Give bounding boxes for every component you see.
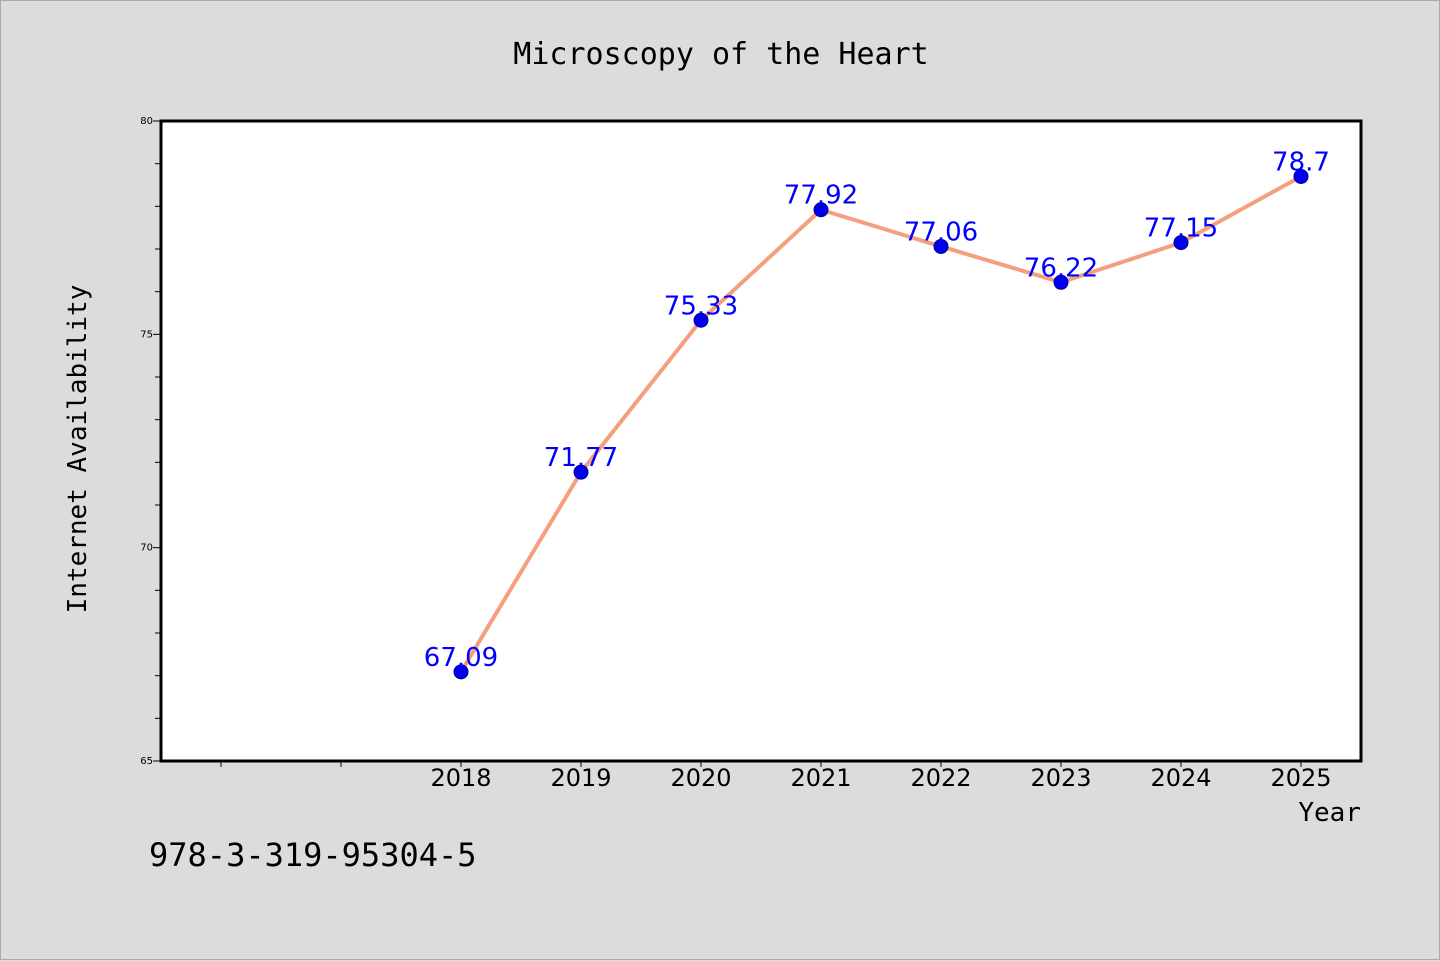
data-label: 77.15 [1144,214,1218,244]
x-tick-label: 2021 [790,764,851,792]
data-label: 77.06 [904,217,978,247]
x-tick-label: 2020 [670,764,731,792]
x-tick-label: 2025 [1270,764,1331,792]
footer-text: 978-3-319-95304-5 [149,836,477,874]
series-layer: 67.09 71.77 75.33 77.92 77.06 76.22 77.15 78.7 [424,147,1330,680]
x-axis: 2018 2019 2020 2021 2022 2023 2024 2025 [220,761,1332,792]
x-tick-label: 2022 [910,764,971,792]
data-point [573,464,589,480]
data-point [1173,235,1189,251]
data-label: 77.92 [784,181,858,211]
data-label: 71.77 [544,443,618,473]
plot-area [159,119,1363,763]
y-tick-label: 80 [140,116,153,127]
data-point [813,202,829,218]
y-tick-label: 75 [140,329,153,340]
data-point [693,312,709,328]
y-axis: 65 70 75 80 [140,116,161,767]
chart-title: Microscopy of the Heart [513,37,928,72]
x-tick-label: 2018 [430,764,491,792]
y-tick-label: 70 [140,543,153,554]
data-label: 76.22 [1024,253,1098,283]
x-axis-label: Year [1298,798,1361,828]
x-tick-label: 2019 [550,764,611,792]
data-point [933,238,949,254]
data-point [1053,274,1069,290]
series-line [459,174,1302,673]
x-tick-label: 2024 [1150,764,1211,792]
data-label: 75.33 [664,291,738,321]
x-tick-label: 2023 [1030,764,1091,792]
y-tick-label: 65 [140,756,153,767]
data-point [1293,168,1309,184]
y-axis-label: Internet Availability [63,285,93,614]
data-label: 67.09 [424,643,498,673]
data-label: 78.7 [1272,147,1330,177]
data-point [453,664,469,680]
